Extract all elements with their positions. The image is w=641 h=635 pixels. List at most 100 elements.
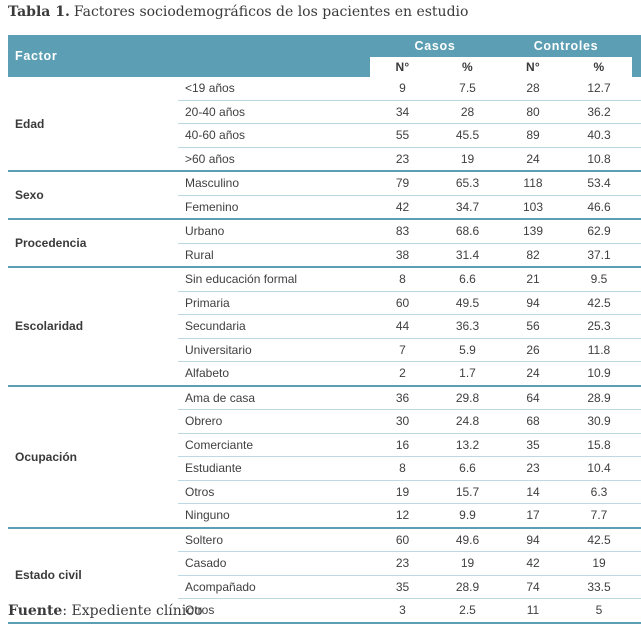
category-cell: Primaria <box>178 291 370 315</box>
value-cell: 34 <box>370 100 435 124</box>
value-cell: 45.5 <box>435 123 500 148</box>
table-row: Otros 3 2.5 11 5 <box>8 598 641 624</box>
value-cell: 17 <box>500 503 566 529</box>
table-row: Casado 23 19 42 19 <box>8 551 641 576</box>
table-title: Tabla 1. Factores sociodemográficos de lo… <box>8 4 468 20</box>
value-cell: 38 <box>370 243 435 268</box>
value-cell: 13.2 <box>435 433 500 457</box>
controles-pct-header: % <box>566 57 633 77</box>
row-filler-cell <box>632 456 641 481</box>
value-cell: 83 <box>370 219 435 244</box>
value-cell: 53.4 <box>566 171 633 196</box>
value-cell: 28.9 <box>566 385 633 410</box>
value-cell: 6.3 <box>566 480 633 504</box>
value-cell: 33.5 <box>566 575 633 599</box>
value-cell: 42 <box>370 195 435 220</box>
factor-column-header: Factor <box>8 35 370 77</box>
value-cell: 7.7 <box>566 503 633 529</box>
header-group-row: Factor Casos Controles <box>8 35 641 77</box>
value-cell: 25.3 <box>566 314 633 339</box>
value-cell: 34.7 <box>435 195 500 220</box>
value-cell: 9.9 <box>435 503 500 529</box>
value-cell: 7.5 <box>435 77 500 101</box>
row-filler-cell <box>632 100 641 124</box>
header-sub-row: N° % N° % <box>8 57 641 77</box>
value-cell: 12 <box>370 503 435 529</box>
value-cell: 80 <box>500 100 566 124</box>
value-cell: 1.7 <box>435 361 500 387</box>
table-row: Procedencia Urbano 83 68.6 139 62.9 <box>8 219 641 268</box>
value-cell: 36.2 <box>566 100 633 124</box>
value-cell: 31.4 <box>435 243 500 268</box>
value-cell: 6.6 <box>435 267 500 292</box>
table-row: Ninguno 12 9.9 17 7.7 <box>8 503 641 529</box>
value-cell: 42.5 <box>566 527 633 552</box>
value-cell: 82 <box>500 243 566 268</box>
value-cell: 42.5 <box>566 291 633 315</box>
value-cell: 118 <box>500 171 566 196</box>
value-cell: 2 <box>370 361 435 387</box>
value-cell: 23 <box>370 551 435 576</box>
category-cell: Universitario <box>178 338 370 362</box>
row-filler-cell <box>632 291 641 315</box>
category-cell: Otros <box>178 598 370 624</box>
table-row: >60 años 23 19 24 10.8 <box>8 147 641 172</box>
value-cell: 55 <box>370 123 435 148</box>
category-cell: Rural <box>178 243 370 268</box>
value-cell: 26 <box>500 338 566 362</box>
value-cell: 3 <box>370 598 435 624</box>
value-cell: 35 <box>370 575 435 599</box>
row-filler-cell <box>632 503 641 529</box>
row-filler-cell <box>632 338 641 362</box>
row-filler-cell <box>632 385 641 410</box>
value-cell: 79 <box>370 171 435 196</box>
controles-n-header: N° <box>500 57 566 77</box>
value-cell: 36 <box>370 385 435 410</box>
value-cell: 94 <box>500 527 566 552</box>
value-cell: 23 <box>500 456 566 481</box>
table-row: Comerciante 16 13.2 35 15.8 <box>8 433 641 457</box>
value-cell: 37.1 <box>566 243 633 268</box>
value-cell: 9.5 <box>566 267 633 292</box>
row-filler-cell <box>632 551 641 576</box>
category-cell: 40-60 años <box>178 123 370 148</box>
category-cell: Obrero <box>178 409 370 434</box>
factor-cell: Sexo <box>8 171 178 220</box>
category-cell: Ama de casa <box>178 385 370 410</box>
row-filler-cell <box>632 575 641 599</box>
row-filler-cell <box>632 147 641 172</box>
value-cell: 30 <box>370 409 435 434</box>
value-cell: 139 <box>500 219 566 244</box>
table-row: Estado civil Soltero 60 49.6 94 42.5 <box>8 527 641 624</box>
row-filler-cell <box>632 267 641 292</box>
table-row: Femenino 42 34.7 103 46.6 <box>8 195 641 220</box>
value-cell: 8 <box>370 456 435 481</box>
value-cell: 35 <box>500 433 566 457</box>
value-cell: 11 <box>500 598 566 624</box>
value-cell: 74 <box>500 575 566 599</box>
casos-n-header: N° <box>370 57 435 77</box>
value-cell: 68 <box>500 409 566 434</box>
value-cell: 42 <box>500 551 566 576</box>
value-cell: 24 <box>500 147 566 172</box>
table-row: Obrero 30 24.8 68 30.9 <box>8 409 641 434</box>
value-cell: 7 <box>370 338 435 362</box>
category-cell: Ninguno <box>178 503 370 529</box>
table-row: 40-60 años 55 45.5 89 40.3 <box>8 123 641 148</box>
table-row: Edad <19 años 9 7.5 28 12.7 <box>8 77 641 172</box>
category-cell: Comerciante <box>178 433 370 457</box>
value-cell: 21 <box>500 267 566 292</box>
row-filler-cell <box>632 361 641 387</box>
source-text: : Expediente clínico <box>62 603 203 619</box>
value-cell: 8 <box>370 267 435 292</box>
table-row: Alfabeto 2 1.7 24 10.9 <box>8 361 641 387</box>
value-cell: 19 <box>370 480 435 504</box>
row-filler-cell <box>632 195 641 220</box>
sociodemographic-table: Factor Casos Controles N° % N° % Edad <19… <box>8 35 641 624</box>
row-filler-cell <box>632 77 641 101</box>
table-source-note: Fuente: Expediente clínico <box>8 603 203 619</box>
table-title-text: Factores sociodemográficos de los pacien… <box>73 4 469 20</box>
category-cell: Soltero <box>178 527 370 552</box>
table-row: Sexo Masculino 79 65.3 118 53.4 <box>8 171 641 220</box>
category-cell: Casado <box>178 551 370 576</box>
